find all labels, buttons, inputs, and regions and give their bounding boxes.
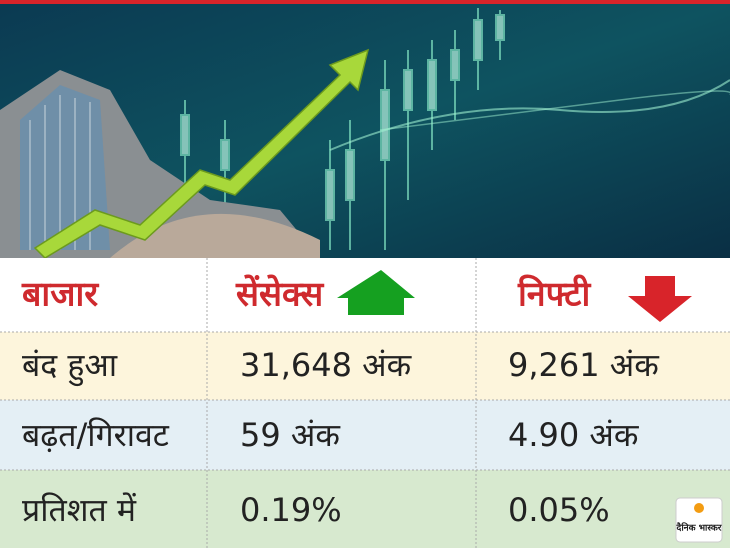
table-cell: 9,261 अंक <box>508 346 660 384</box>
up-arrow <box>337 270 415 315</box>
candlesticks <box>180 8 505 250</box>
building <box>0 70 320 258</box>
dividers <box>0 258 730 548</box>
row-label: बढ़त/गिरावट <box>22 416 170 454</box>
header-cell: बाजार <box>21 275 99 315</box>
table-cell: 4.90 अंक <box>508 416 640 454</box>
table-cell: 31,648 अंक <box>240 346 413 384</box>
row-label: प्रतिशत में <box>22 491 137 529</box>
row-bg <box>0 332 730 400</box>
table-body: बंद हुआ 31,648 अंक 9,261 अंक बढ़त/गिरावट 59 … <box>22 346 660 529</box>
header-cell: निफ्टी <box>517 274 591 315</box>
trend-line <box>379 90 730 131</box>
row-bg <box>0 470 730 548</box>
logo-text: दैनिक भास्कर <box>676 522 722 534</box>
table-cell: 0.19% <box>240 491 342 529</box>
header-cell: सेंसेक्स <box>235 274 324 315</box>
table-cell: 0.05% <box>508 491 610 529</box>
rising-arrow <box>33 48 370 259</box>
row-label: बंद हुआ <box>22 346 118 387</box>
logo: दैनिक भास्कर <box>675 497 723 543</box>
top-rule <box>0 0 730 4</box>
table-cell: 59 अंक <box>240 416 341 454</box>
down-arrow <box>628 276 692 322</box>
row-bg <box>0 400 730 470</box>
trend-line <box>329 79 730 151</box>
